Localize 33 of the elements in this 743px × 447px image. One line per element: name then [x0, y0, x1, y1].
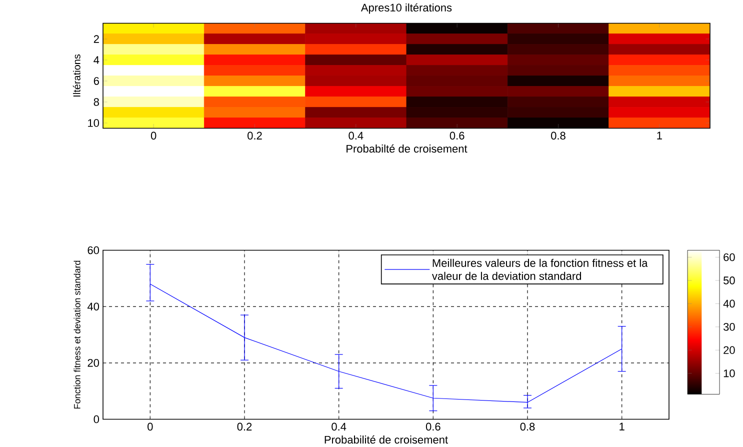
y-tick-label: 40: [87, 302, 100, 310]
x-tick-label: 0.6: [450, 132, 464, 140]
y-tick-label: 4: [94, 56, 100, 64]
x-tick-label: 0: [150, 132, 156, 140]
x-tick-label: 0.2: [237, 422, 252, 431]
x-tick-label: 0.4: [332, 422, 346, 431]
color-bar-label: 10: [724, 369, 735, 378]
x-tick-label: 0: [148, 422, 153, 431]
color-bar-label: 30: [723, 323, 735, 331]
y-tick-label: 2: [94, 35, 99, 43]
x-axis-title: Probabilité de croisement: [324, 435, 448, 444]
x-tick-label: 1: [657, 132, 662, 140]
x-axis-title: Probabilté de croisement: [346, 144, 468, 153]
color-bar-label: 50: [724, 276, 735, 284]
x-tick-label: 1: [620, 422, 624, 430]
y-tick-label: 10: [88, 119, 100, 127]
x-tick-label: 0.2: [248, 132, 262, 140]
x-tick-label: 0.4: [348, 132, 364, 140]
y-tick-label: 60: [88, 246, 100, 254]
y-tick-label: 20: [88, 359, 100, 367]
color-bar-label: 40: [723, 300, 735, 308]
x-tick-label: 0.6: [426, 422, 440, 431]
y-tick-label: 6: [94, 77, 99, 85]
color-bar-label: 20: [724, 346, 735, 354]
legend-label: Meilleures valeurs de la fonction fitness et la valeur de la deviation standard: [432, 258, 648, 280]
color-bar-label: 60: [724, 253, 735, 262]
chart-title: Apres10 iltérations: [360, 3, 452, 14]
y-axis-title: Fonction fitness et deviation standard: [74, 260, 80, 409]
y-axis-title: Iltérations: [72, 54, 80, 97]
x-tick-label: 0.8: [520, 422, 535, 431]
y-tick-label: 0: [94, 415, 100, 424]
y-tick-label: 8: [94, 98, 99, 106]
x-tick-label: 0.8: [551, 132, 566, 140]
